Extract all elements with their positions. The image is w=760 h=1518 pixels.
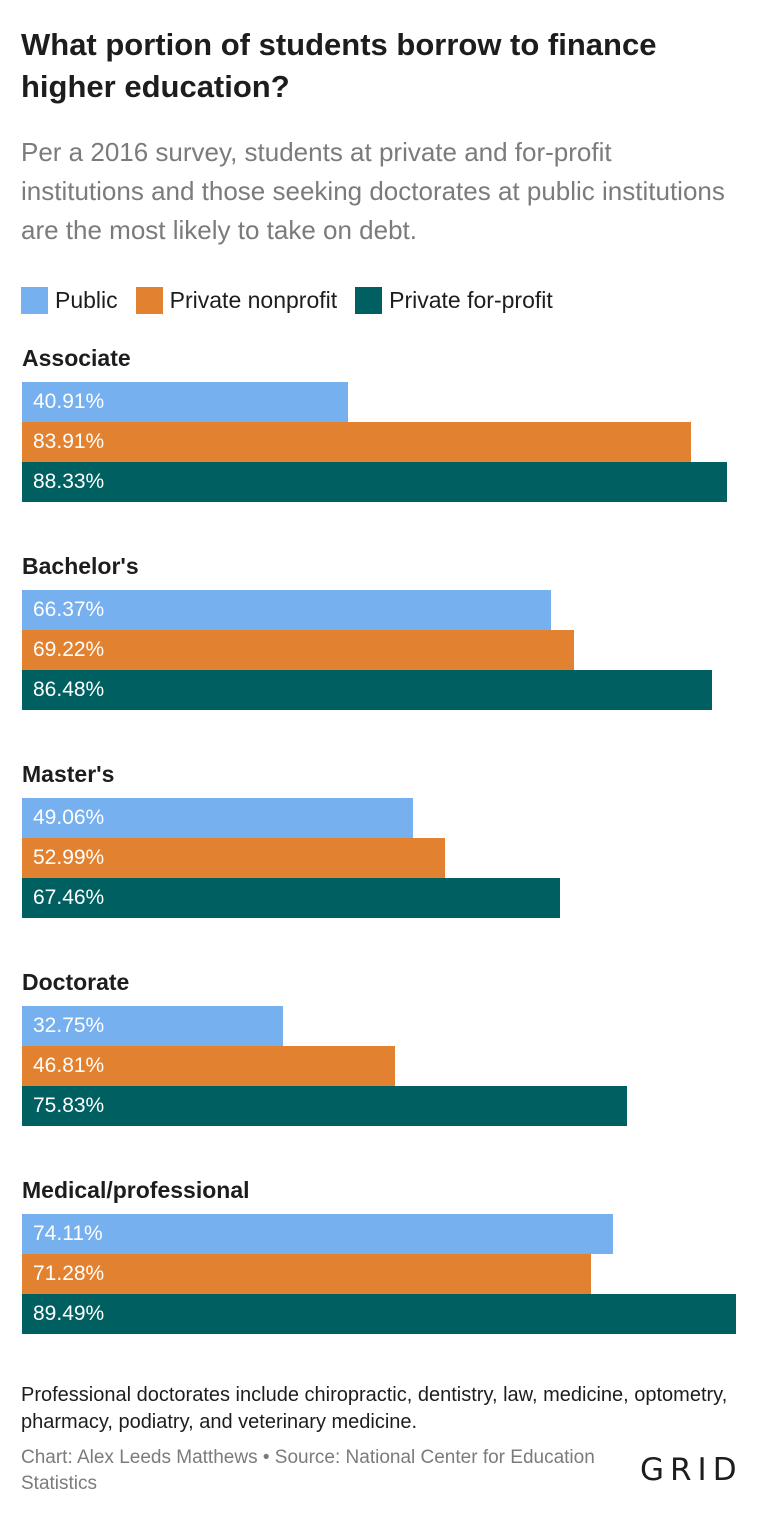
group-bachelor-s: Bachelor's 66.37% 69.22% 86.48% (22, 552, 740, 710)
footnote: Professional doctorates include chiropra… (21, 1384, 728, 1433)
data-label: 67.46% (33, 886, 105, 909)
data-label: 75.83% (33, 1094, 105, 1117)
chart-title: What portion of students borrow to finan… (21, 27, 657, 104)
data-label: 40.91% (33, 390, 105, 413)
data-label: 71.28% (33, 1262, 105, 1285)
data-label: 88.33% (33, 470, 105, 493)
bar-private-nonprofit-doctorate: 46.81% (22, 1046, 396, 1086)
bar-private-for-profit-associate: 88.33% (22, 462, 727, 502)
legend: Public Private nonprofit Private for-profi… (21, 283, 571, 317)
group-associate: Associate 40.91% 83.91% 88.33% (22, 344, 740, 502)
category-label: Master's (22, 761, 115, 787)
bar-private-for-profit-master-s: 67.46% (22, 878, 561, 918)
category-label: Medical/professional (22, 1177, 250, 1203)
bar-private-for-profit-doctorate: 75.83% (22, 1086, 627, 1126)
bar-private-nonprofit-associate: 83.91% (22, 422, 692, 462)
category-label: Associate (22, 345, 131, 371)
legend-swatch (21, 286, 48, 314)
legend-item-private-nonprofit: Private nonprofit (135, 286, 338, 314)
data-label: 86.48% (33, 678, 105, 701)
category-label: Doctorate (22, 969, 130, 995)
group-doctorate: Doctorate 32.75% 46.81% 75.83% (22, 968, 740, 1126)
source-credit: Chart: Alex Leeds Matthews • Source: Nat… (21, 1447, 595, 1494)
bar-public-associate: 40.91% (22, 382, 349, 422)
bar-private-for-profit-bachelor-s: 86.48% (22, 670, 712, 710)
legend-item-private-for-profit: Private for-profit (355, 286, 553, 314)
grid-logo: GRID (640, 1452, 743, 1488)
legend-item-public: Public (21, 286, 118, 314)
data-label: 69.22% (33, 638, 105, 661)
legend-swatch (355, 286, 383, 314)
bar-public-bachelor-s: 66.37% (22, 590, 552, 630)
legend-label: Public (55, 286, 118, 313)
data-label: 46.81% (33, 1054, 105, 1077)
bar-private-nonprofit-master-s: 52.99% (22, 838, 445, 878)
data-label: 66.37% (33, 598, 105, 621)
data-label: 89.49% (33, 1302, 105, 1325)
bar-public-master-s: 49.06% (22, 798, 414, 838)
group-medical-professional: Medical/professional 74.11% 71.28% 89.49% (22, 1176, 740, 1334)
group-master-s: Master's 49.06% 52.99% 67.46% (22, 760, 740, 918)
data-label: 83.91% (33, 430, 105, 453)
bar-private-nonprofit-bachelor-s: 69.22% (22, 630, 575, 670)
bar-public-doctorate: 32.75% (22, 1006, 284, 1046)
legend-swatch (135, 286, 163, 314)
bar-private-for-profit-medical-professional: 89.49% (22, 1294, 736, 1334)
data-label: 52.99% (33, 846, 105, 869)
legend-label: Private for-profit (389, 286, 553, 313)
bar-public-medical-professional: 74.11% (22, 1214, 614, 1254)
data-label: 32.75% (33, 1014, 105, 1037)
legend-label: Private nonprofit (169, 286, 338, 313)
data-label: 49.06% (33, 806, 105, 829)
data-label: 74.11% (33, 1222, 103, 1245)
category-label: Bachelor's (22, 553, 139, 579)
bar-private-nonprofit-medical-professional: 71.28% (22, 1254, 591, 1294)
chart-subtitle: Per a 2016 survey, students at private a… (21, 137, 725, 245)
